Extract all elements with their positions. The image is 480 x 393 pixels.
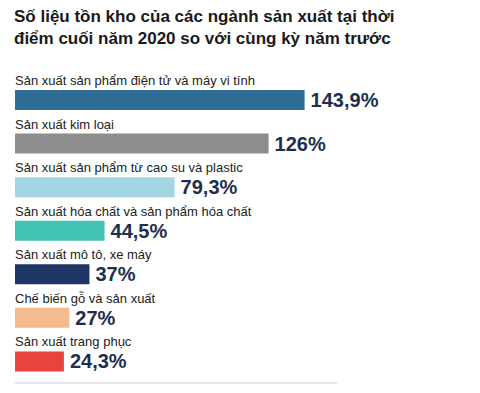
svg-text:143,9%: 143,9%	[311, 89, 379, 111]
svg-text:Sản xuất trang phục: Sản xuất trang phục	[15, 334, 132, 349]
svg-text:24,3%: 24,3%	[70, 350, 127, 372]
svg-text:37%: 37%	[95, 263, 135, 285]
svg-text:Chế biến gỗ và sản xuất: Chế biến gỗ và sản xuất	[15, 291, 156, 306]
html-text:Số liệu tồn kho của các ngành: Số liệu tồn kho của các ngành sản xuất t…	[14, 7, 395, 48]
svg-text:44,5%: 44,5%	[111, 220, 168, 242]
svg-text:126%: 126%	[275, 133, 326, 155]
svg-text:Sản xuất kim loại: Sản xuất kim loại	[15, 117, 114, 132]
svg-text:79,3%: 79,3%	[181, 176, 238, 198]
svg-text:Sản xuất sản phẩm điện tử và m: Sản xuất sản phẩm điện tử và máy vi tính	[15, 73, 255, 88]
svg-text:Sản xuất hóa chất và sản phẩm: Sản xuất hóa chất và sản phẩm hóa chất	[15, 204, 252, 219]
svg-text:Sản xuất mô tô, xe máy: Sản xuất mô tô, xe máy	[15, 247, 152, 262]
svg-text:27%: 27%	[75, 307, 115, 329]
svg-text:Sản xuất sản phẩm từ cao su và: Sản xuất sản phẩm từ cao su và plastic	[15, 160, 243, 175]
